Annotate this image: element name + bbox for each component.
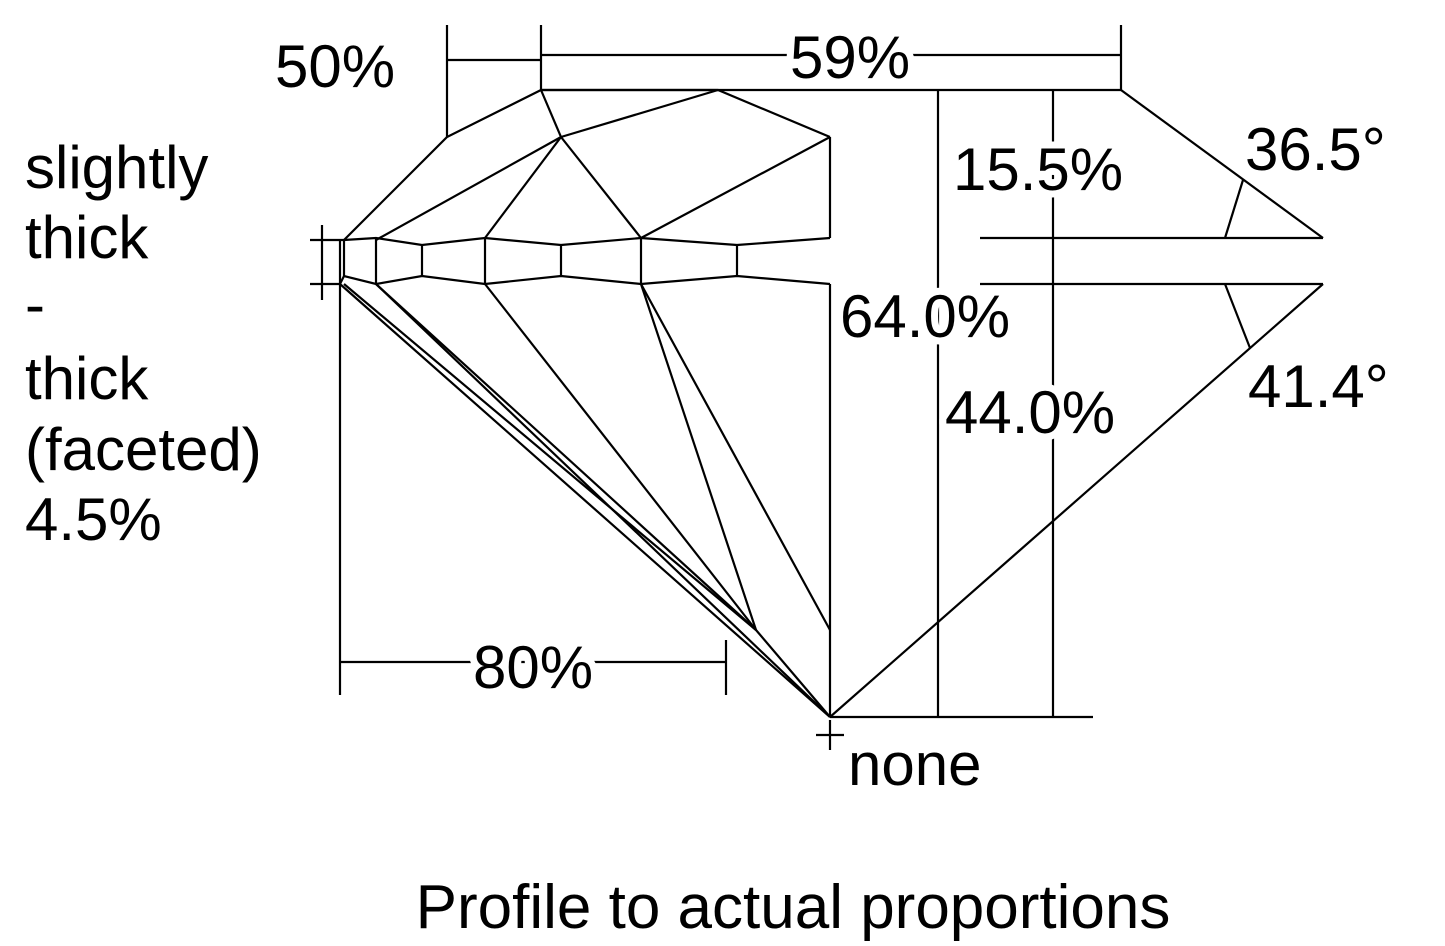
lower-half-label: 80% bbox=[473, 634, 593, 701]
pavilion-facets bbox=[339, 283, 844, 750]
girdle bbox=[310, 225, 831, 300]
right-profile bbox=[829, 89, 1324, 718]
table-percent-label: 59% bbox=[790, 24, 910, 91]
pavilion-angle-label: 41.4° bbox=[1248, 353, 1389, 420]
pavilion-depth-label: 44.0% bbox=[945, 379, 1115, 446]
crown-facets bbox=[343, 88, 832, 241]
crown-angle-label: 36.5° bbox=[1245, 116, 1386, 183]
dimension-lines bbox=[338, 25, 1123, 719]
culet-label: none bbox=[848, 731, 981, 798]
total-depth-label: 64.0% bbox=[840, 283, 1010, 350]
girdle-line: slightly bbox=[25, 134, 208, 201]
crown-break-label: 50% bbox=[275, 33, 395, 100]
crown-height-label: 15.5% bbox=[953, 136, 1123, 203]
diagram-title: Profile to actual proportions bbox=[416, 873, 1171, 942]
girdle-line: - bbox=[25, 271, 45, 338]
girdle-description: slightly thick - thick (faceted) 4.5% bbox=[25, 134, 262, 553]
girdle-line: thick bbox=[25, 204, 149, 271]
girdle-line: thick bbox=[25, 345, 149, 412]
girdle-line: (faceted) bbox=[25, 416, 262, 483]
girdle-line: 4.5% bbox=[25, 486, 162, 553]
